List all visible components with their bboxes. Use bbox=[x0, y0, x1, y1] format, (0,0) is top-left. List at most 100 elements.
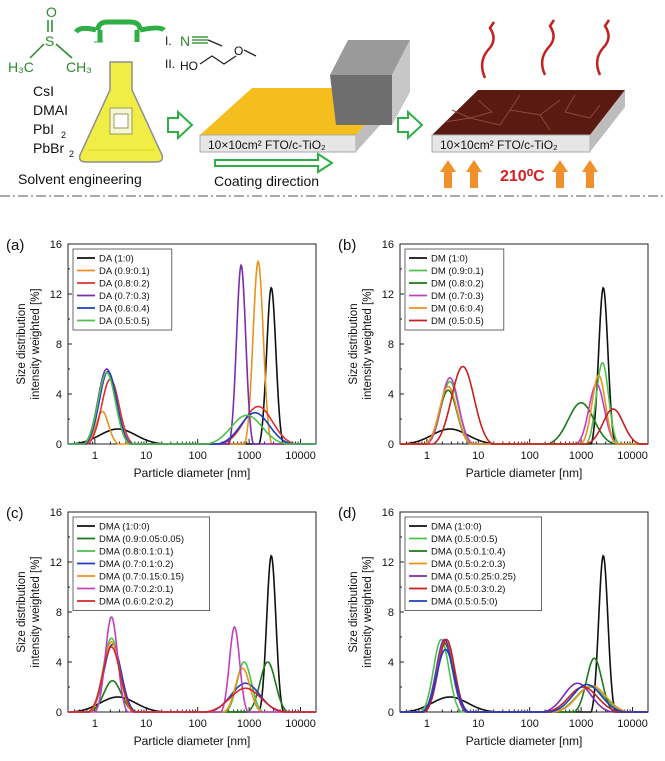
legend-box bbox=[404, 248, 505, 331]
y-axis-label: Size distribution intensity weighted [%] bbox=[16, 556, 42, 667]
legend-entry-label: DA (0.8:0.2) bbox=[99, 279, 150, 290]
y-tick-label: 16 bbox=[50, 507, 62, 519]
legend-entry-label: DMA (0.5:0.5:0) bbox=[431, 597, 498, 608]
legend-entry-label: DMA (0.7:0.1:0.2) bbox=[99, 559, 173, 570]
y-tick-label: 0 bbox=[56, 707, 62, 719]
x-tick-label: 100 bbox=[521, 450, 539, 462]
chart-panel-1: 0 4 8 12 16 1 10 100 1000 10000 Particle diameter … bbox=[338, 237, 649, 480]
y-tick-label: 12 bbox=[50, 289, 62, 301]
legend-entry-label: DM (0.6:0.4) bbox=[431, 304, 484, 315]
fabrication-scheme: O S H₃C CH₃ CsI DMAI PbI 2 PbBr 2 I. N II. bbox=[0, 4, 665, 197]
x-tick-label: 10000 bbox=[285, 718, 316, 730]
legend: DMA (1:0:0)DMA (0.9:0.05:0.05) DMA (0.8:0… bbox=[72, 516, 211, 611]
x-axis-label: Particle diameter [nm] bbox=[134, 734, 251, 748]
x-tick-label: 1 bbox=[424, 450, 430, 462]
y-axis-label: Size distribution intensity weighted [%] bbox=[16, 288, 42, 399]
caption-solvent: Solvent engineering bbox=[18, 171, 142, 187]
legend-entry-label: DMA (0.5:0:0.5) bbox=[431, 534, 498, 545]
y-axis-label-line2: intensity weighted [%] bbox=[30, 288, 42, 399]
x-tick-label: 1 bbox=[92, 718, 98, 730]
legend-entry-label: DMA (0.7:0.2:0.1) bbox=[99, 584, 173, 595]
dmso-molecule: O S H₃C CH₃ bbox=[8, 4, 92, 75]
legend-entry-label: DMA (0.5:0.25:0.25) bbox=[431, 572, 516, 583]
x-tick-label: 10000 bbox=[617, 718, 648, 730]
legend-entry-label: DA (0.9:0.1) bbox=[99, 266, 150, 277]
y-axis-label: Size distribution intensity weighted [%] bbox=[348, 288, 374, 399]
x-axis-label: Particle diameter [nm] bbox=[466, 734, 583, 748]
flask-icon bbox=[73, 19, 166, 163]
legend-entry-label: DMA (0.7:0.15:0.15) bbox=[99, 572, 184, 583]
chart-panel-2: 0 4 8 12 16 1 10 100 1000 10000 Particle diameter … bbox=[6, 505, 317, 748]
legend-entry-label: DMA (0.5:0.3:0.2) bbox=[431, 584, 505, 595]
legend-entry-label: DMA (1:0:0) bbox=[99, 522, 150, 533]
x-tick-label: 1000 bbox=[569, 450, 593, 462]
legend-entry-label: DMA (0.5:0.2:0.3) bbox=[431, 559, 505, 570]
legend: DMA (1:0:0)DMA (0.5:0:0.5) DMA (0.5:0.1:0… bbox=[404, 516, 543, 611]
x-tick-label: 1 bbox=[424, 718, 430, 730]
precursor-3: PbBr bbox=[33, 140, 64, 156]
process-arrows bbox=[167, 109, 424, 174]
svg-text:O: O bbox=[234, 44, 243, 58]
substrate-label-coating: 10×10cm² FTO/c-TiO₂ bbox=[208, 138, 326, 152]
y-axis-label-line1: Size distribution bbox=[348, 303, 360, 384]
y-tick-label: 0 bbox=[388, 439, 394, 451]
svg-text:H₃C: H₃C bbox=[8, 59, 34, 75]
y-tick-label: 16 bbox=[382, 239, 394, 251]
x-tick-label: 1000 bbox=[237, 718, 261, 730]
legend-entry-label: DMA (0.9:0.05:0.05) bbox=[99, 534, 184, 545]
y-tick-label: 4 bbox=[56, 657, 62, 669]
x-tick-label: 10 bbox=[140, 450, 152, 462]
x-tick-label: 10 bbox=[472, 718, 484, 730]
x-tick-label: 10 bbox=[472, 450, 484, 462]
legend-entry-label: DM (0.9:0.1) bbox=[431, 266, 484, 277]
series-line-5 bbox=[68, 371, 316, 445]
y-axis-label-line2: intensity weighted [%] bbox=[362, 556, 374, 667]
substrate-label-anneal: 10×10cm² FTO/c-TiO₂ bbox=[440, 138, 558, 152]
legend-box bbox=[404, 516, 543, 611]
x-tick-label: 1000 bbox=[237, 450, 261, 462]
panel-label: (d) bbox=[338, 505, 356, 522]
x-tick-label: 100 bbox=[521, 718, 539, 730]
series-line-6 bbox=[68, 646, 316, 713]
svg-text:S: S bbox=[45, 33, 54, 49]
coating-substrate: 10×10cm² FTO/c-TiO₂ bbox=[199, 40, 410, 153]
y-axis-label-line2: intensity weighted [%] bbox=[30, 556, 42, 667]
legend-entry-label: DMA (0.6:0.2:0.2) bbox=[99, 597, 173, 608]
y-tick-label: 12 bbox=[50, 557, 62, 569]
x-axis-label: Particle diameter [nm] bbox=[134, 466, 251, 480]
chart-panel-0: 0 4 8 12 16 1 10 100 1000 10000 Particle diameter … bbox=[6, 237, 317, 480]
y-axis-label-line2: intensity weighted [%] bbox=[362, 288, 374, 399]
x-tick-label: 10000 bbox=[285, 450, 316, 462]
legend-box bbox=[72, 248, 173, 331]
y-axis-label-line1: Size distribution bbox=[16, 571, 28, 652]
chart-panel-3: 0 4 8 12 16 1 10 100 1000 10000 Particle diameter … bbox=[338, 505, 649, 748]
legend-entry-label: DA (0.7:0.3) bbox=[99, 291, 150, 302]
precursor-0: CsI bbox=[33, 83, 54, 99]
panel-label: (b) bbox=[338, 237, 356, 254]
x-tick-label: 1 bbox=[92, 450, 98, 462]
svg-text:O: O bbox=[46, 4, 57, 20]
precursor-list: CsI DMAI PbI 2 PbBr 2 bbox=[33, 83, 74, 159]
additive-molecules: I. N II. HO O bbox=[165, 33, 257, 73]
svg-text:2: 2 bbox=[69, 149, 74, 159]
x-tick-label: 10 bbox=[140, 718, 152, 730]
legend-entry-label: DA (0.5:0.5) bbox=[99, 316, 150, 327]
y-tick-label: 4 bbox=[388, 657, 394, 669]
series-line-6 bbox=[400, 648, 648, 713]
y-tick-label: 0 bbox=[388, 707, 394, 719]
series-line-5 bbox=[400, 365, 648, 445]
anneal-temperature: 210⁰C bbox=[500, 168, 545, 185]
legend-entry-label: DM (0.7:0.3) bbox=[431, 291, 484, 302]
y-tick-label: 12 bbox=[382, 557, 394, 569]
legend-entry-label: DM (0.8:0.2) bbox=[431, 279, 484, 290]
y-axis-label-line1: Size distribution bbox=[16, 303, 28, 384]
y-axis-label-line1: Size distribution bbox=[348, 571, 360, 652]
legend-entry-label: DM (0.5:0.5) bbox=[431, 316, 484, 327]
panel-label: (a) bbox=[6, 237, 24, 254]
legend-entry-label: DA (1:0) bbox=[99, 254, 134, 265]
y-tick-label: 8 bbox=[388, 339, 394, 351]
svg-text:HO: HO bbox=[180, 59, 198, 73]
additive-label-0: I. bbox=[165, 34, 172, 48]
svg-text:2: 2 bbox=[61, 130, 66, 140]
